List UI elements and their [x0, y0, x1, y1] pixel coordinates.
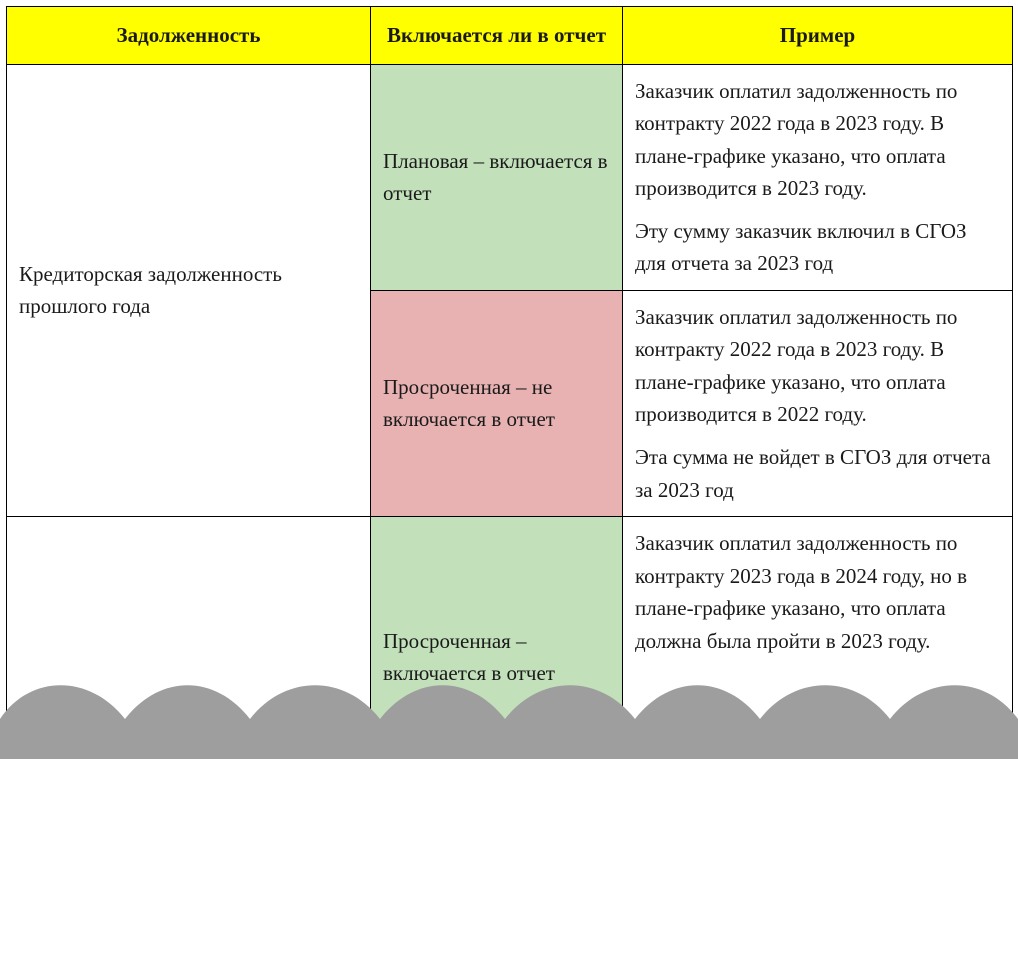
status-cell: Плановая – включается в отчет [371, 64, 623, 290]
example-text: Заказчик оплатил задолженность по контра… [635, 301, 1000, 431]
example-cell: Заказчик оплатил задолженность по контра… [623, 517, 1013, 798]
debt-report-table: Задолженность Включается ли в отчет Прим… [6, 6, 1013, 798]
example-cell: Заказчик оплатил задолженность по контра… [623, 290, 1013, 516]
col-header-example: Пример [623, 7, 1013, 65]
col-header-included: Включается ли в отчет [371, 7, 623, 65]
debt-cell: Кредиторская задолженность прошлого года [7, 64, 371, 517]
table-row: Кредиторская задолженность прошлого года… [7, 64, 1013, 290]
table-header-row: Задолженность Включается ли в отчет Прим… [7, 7, 1013, 65]
example-text: Эту сумму заказчик включил в СГОЗ для от… [635, 215, 1000, 280]
table-row: Просроченная – включается в отчет Заказч… [7, 517, 1013, 798]
debt-cell [7, 517, 371, 798]
example-cell: Заказчик оплатил задолженность по контра… [623, 64, 1013, 290]
example-text: Заказчик оплатил задолженность по контра… [635, 527, 1000, 657]
status-cell: Просроченная – не включается в отчет [371, 290, 623, 516]
example-text: Заказчик оплатил задолженность по контра… [635, 75, 1000, 205]
status-cell: Просроченная – включается в отчет [371, 517, 623, 798]
col-header-debt: Задолженность [7, 7, 371, 65]
example-text: Эта сумма не войдет в СГОЗ для отчета за… [635, 441, 1000, 506]
